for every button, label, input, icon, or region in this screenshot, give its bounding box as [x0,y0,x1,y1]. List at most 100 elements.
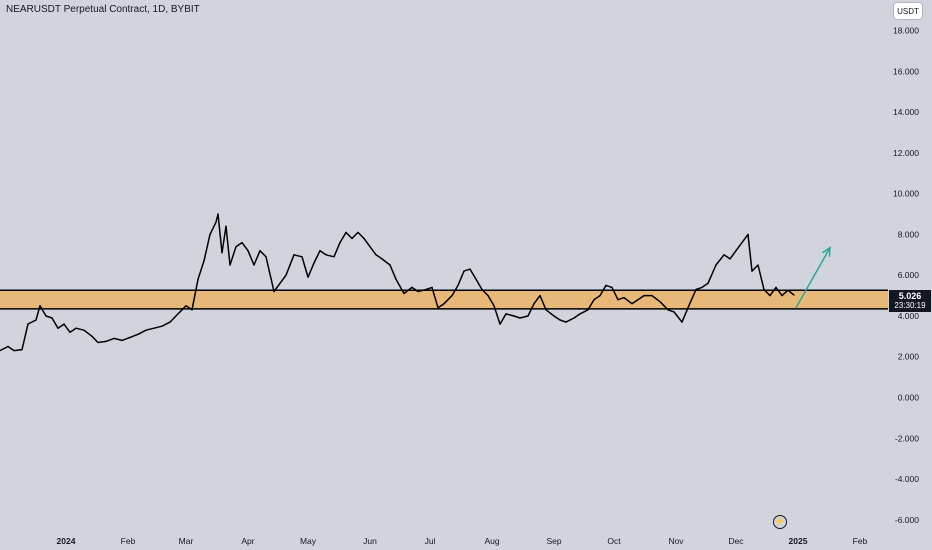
y-tick-label: 10.000 [893,189,919,199]
price-point [579,313,581,315]
y-tick-label: 2.000 [898,352,920,362]
price-point [13,350,15,352]
x-tick-label: Dec [728,536,744,546]
price-point [443,303,445,305]
price-point [27,323,29,325]
price-point [695,288,697,291]
tradingview-logo-icon[interactable]: ⚡ [773,515,787,529]
y-tick-label: 16.000 [893,66,919,76]
price-point [369,246,371,248]
price-point [593,299,595,301]
price-point [253,264,255,266]
x-tick-label: Sep [546,536,561,546]
price-point [611,286,613,288]
price-point [513,315,515,317]
price-point [659,301,661,303]
price-point [161,325,163,327]
price-point [45,315,47,317]
x-tick-label: Nov [668,536,684,546]
y-tick-label: -4.000 [895,474,919,484]
price-point [7,345,9,348]
x-tick-label: Oct [607,536,621,546]
price-point [301,256,303,258]
price-point [345,231,347,233]
projection-arrow-layer [795,246,831,309]
price-point [787,289,789,291]
price-point [137,333,139,335]
price-point [527,315,529,317]
price-point [363,237,365,240]
price-line-layer [0,213,795,352]
price-point [395,278,397,280]
y-tick-label: 0.000 [898,393,920,403]
price-point [723,254,725,256]
price-point [129,336,131,338]
x-tick-label: Feb [121,536,136,546]
price-point [715,264,717,266]
price-point [599,295,601,297]
price-point [229,264,231,266]
price-point [469,268,471,270]
price-point [91,335,93,337]
price-point [707,282,709,284]
price-point [729,258,731,260]
price-point [357,231,359,233]
price-point [177,313,179,315]
price-point [215,221,217,223]
price-point [493,305,495,307]
price-point [437,307,439,309]
price-point [487,295,489,297]
price-point [185,305,187,307]
price-point [499,323,501,325]
price-point [307,276,309,278]
price-point [191,309,193,311]
y-tick-label: 18.000 [893,26,919,36]
price-point [247,250,249,252]
price-point [475,278,477,280]
time-axis[interactable]: 2024 Feb Mar Apr May Jun Jul Aug Sep Oct Nov Dec 202… [57,536,868,546]
price-point [113,337,115,339]
price-point [63,323,65,325]
bar-countdown-label: 23:30:19 [894,301,926,310]
price-point [747,233,749,235]
price-point [463,270,465,272]
price-point [0,350,1,352]
price-point [145,329,147,331]
price-point [651,295,653,297]
projection-arrow-shaft [795,247,831,309]
x-tick-label: Aug [484,536,499,546]
price-point [209,233,211,235]
x-tick-label: 2025 [789,536,808,546]
y-tick-label: -2.000 [895,433,919,443]
price-point [417,290,419,293]
price-point [197,278,199,280]
price-point [623,297,625,299]
price-point [83,329,85,331]
current-price-badge: 5.026 23:30:19 [889,290,931,312]
price-point [553,315,555,317]
price-point [687,307,689,309]
price-axis[interactable]: 18.000 16.000 14.000 12.000 10.000 8.000 6.000… [893,26,919,525]
price-point [481,288,483,291]
price-point [279,282,281,284]
price-point [221,252,223,254]
y-tick-label: 4.000 [898,311,920,321]
price-point [403,292,405,295]
price-point [293,254,295,256]
price-point [539,295,541,297]
y-tick-label: 14.000 [893,107,919,117]
price-point [637,299,639,301]
price-point [559,319,561,321]
price-point [411,286,413,288]
price-point [617,299,619,301]
price-point [775,286,777,288]
x-tick-label: Feb [853,536,868,546]
price-point [605,284,607,286]
currency-button[interactable]: USDT [893,2,923,20]
price-point [781,295,783,297]
price-point [425,288,427,291]
price-point [39,305,41,307]
price-point [587,309,589,311]
price-point [265,256,267,258]
